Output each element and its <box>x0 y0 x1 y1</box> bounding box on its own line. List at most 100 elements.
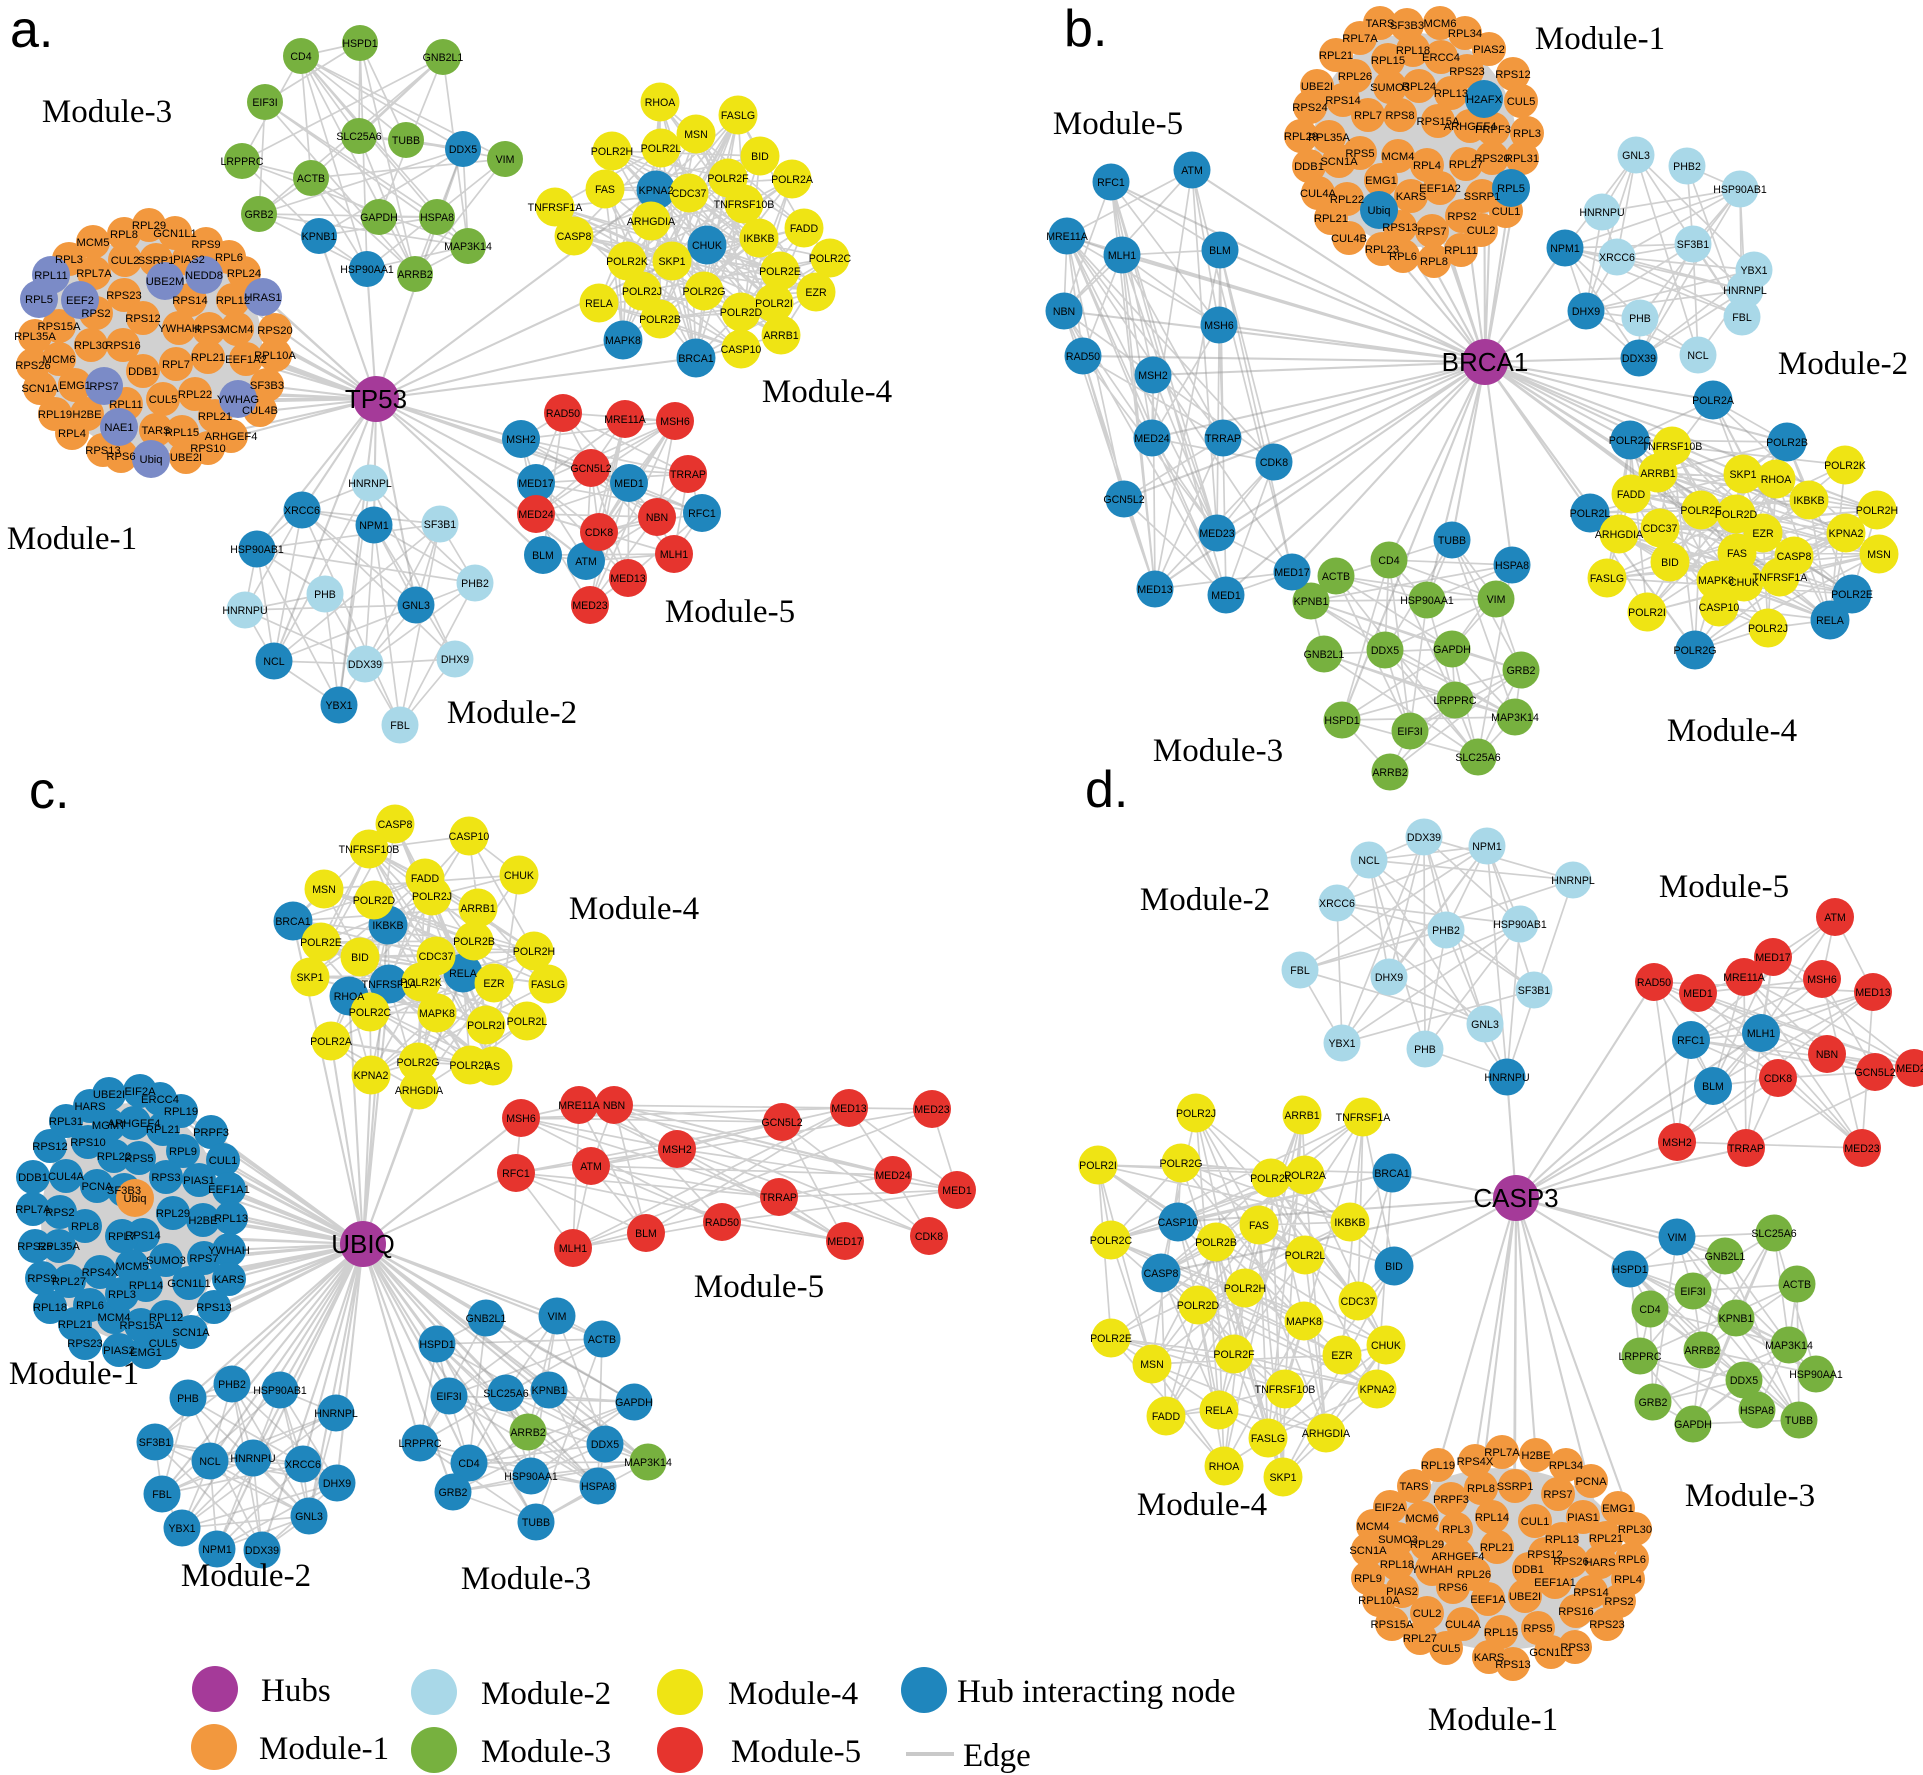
svg-text:DDB1: DDB1 <box>18 1172 48 1184</box>
svg-text:PIAS1: PIAS1 <box>183 1175 215 1187</box>
svg-text:SSRP1: SSRP1 <box>1497 1481 1534 1493</box>
svg-text:POLR2A: POLR2A <box>1284 1170 1327 1182</box>
svg-text:MED17: MED17 <box>1755 952 1790 964</box>
svg-text:PIAS2: PIAS2 <box>103 1345 135 1357</box>
svg-text:RPL29: RPL29 <box>132 220 166 232</box>
svg-text:POLR2F: POLR2F <box>707 173 749 185</box>
svg-text:POLR2B: POLR2B <box>1195 1237 1237 1249</box>
svg-text:RPL8: RPL8 <box>1467 1483 1495 1495</box>
svg-text:MLH1: MLH1 <box>1747 1028 1775 1040</box>
svg-text:GRB2: GRB2 <box>1507 665 1536 677</box>
svg-text:KPNA2: KPNA2 <box>1360 1384 1395 1396</box>
svg-text:RPS3: RPS3 <box>1560 1642 1589 1654</box>
svg-text:RHOA: RHOA <box>645 97 677 109</box>
svg-text:RPS13: RPS13 <box>85 445 120 457</box>
svg-text:CDK8: CDK8 <box>1764 1073 1792 1085</box>
svg-text:CUL1: CUL1 <box>1492 206 1521 218</box>
svg-text:GNL3: GNL3 <box>402 600 430 612</box>
svg-text:KPNB1: KPNB1 <box>302 231 337 243</box>
svg-text:RPS23: RPS23 <box>106 290 141 302</box>
svg-text:SKP1: SKP1 <box>1729 469 1756 481</box>
svg-text:HNRNPU: HNRNPU <box>230 1453 275 1465</box>
svg-text:YWHAH: YWHAH <box>208 1245 250 1257</box>
svg-text:RPL15: RPL15 <box>165 427 199 439</box>
svg-text:MED23: MED23 <box>572 600 607 612</box>
svg-text:RPL10A: RPL10A <box>1358 1595 1400 1607</box>
svg-text:EMG1: EMG1 <box>1365 175 1397 187</box>
svg-text:CUL1: CUL1 <box>209 1155 238 1167</box>
svg-text:RPL35A: RPL35A <box>38 1241 80 1253</box>
svg-text:HSP90AB1: HSP90AB1 <box>1713 184 1767 196</box>
svg-text:RPS26: RPS26 <box>17 1241 52 1253</box>
svg-text:NEDD8: NEDD8 <box>185 270 223 282</box>
svg-text:MED1: MED1 <box>614 478 644 490</box>
svg-text:PCNA: PCNA <box>1575 1476 1607 1488</box>
svg-text:RPS2: RPS2 <box>45 1207 74 1219</box>
svg-text:ARRB1: ARRB1 <box>1640 468 1675 480</box>
svg-text:BID: BID <box>351 952 369 964</box>
svg-text:KARS: KARS <box>1474 1652 1504 1664</box>
svg-text:RPL7: RPL7 <box>162 359 190 371</box>
svg-text:LRPPRC: LRPPRC <box>1434 695 1477 707</box>
svg-text:SLC25A6: SLC25A6 <box>483 1388 528 1400</box>
svg-text:RPL18: RPL18 <box>1396 45 1430 57</box>
svg-text:RPS16: RPS16 <box>105 340 140 352</box>
svg-text:NBN: NBN <box>1816 1049 1838 1061</box>
svg-text:GAPDH: GAPDH <box>360 212 398 224</box>
svg-text:RPS26: RPS26 <box>1553 1556 1588 1568</box>
svg-text:BLM: BLM <box>1702 1081 1724 1093</box>
svg-text:H2BE: H2BE <box>1521 1450 1550 1462</box>
svg-text:TUBB: TUBB <box>392 135 420 147</box>
svg-text:POLR2D: POLR2D <box>353 895 396 907</box>
svg-text:DHX9: DHX9 <box>441 654 469 666</box>
svg-text:GRB2: GRB2 <box>439 1487 468 1499</box>
svg-text:BLM: BLM <box>532 550 554 562</box>
svg-text:RPL8: RPL8 <box>71 1221 99 1233</box>
svg-text:NAE1: NAE1 <box>104 422 133 434</box>
svg-text:POLR2H: POLR2H <box>591 146 633 158</box>
svg-text:RPL21: RPL21 <box>1319 50 1353 62</box>
svg-text:KPNB1: KPNB1 <box>1294 596 1329 608</box>
svg-text:TNFRSF1A: TNFRSF1A <box>1336 1112 1392 1124</box>
svg-text:MSH6: MSH6 <box>1204 320 1234 332</box>
svg-text:RPL4: RPL4 <box>1614 1574 1642 1586</box>
svg-text:MSH2: MSH2 <box>1662 1137 1692 1149</box>
svg-text:KPNB1: KPNB1 <box>1719 1313 1754 1325</box>
svg-text:c.: c. <box>29 762 69 820</box>
svg-text:MRE11A: MRE11A <box>1046 231 1089 243</box>
svg-text:TRRAP: TRRAP <box>1205 433 1241 445</box>
svg-text:Module-1: Module-1 <box>9 1356 139 1392</box>
svg-text:CASP10: CASP10 <box>721 344 762 356</box>
svg-text:EZR: EZR <box>805 287 827 299</box>
svg-text:Module-2: Module-2 <box>447 695 577 731</box>
svg-text:SUMO3: SUMO3 <box>1370 82 1410 94</box>
svg-text:POLR2L: POLR2L <box>1570 508 1611 520</box>
svg-text:RPS12: RPS12 <box>125 313 160 325</box>
svg-text:PHB: PHB <box>177 1393 199 1405</box>
svg-text:FASLG: FASLG <box>531 979 565 991</box>
svg-text:MSH6: MSH6 <box>660 416 690 428</box>
svg-text:RPL18: RPL18 <box>33 1302 67 1314</box>
svg-text:POLR2K: POLR2K <box>606 256 648 268</box>
svg-text:MSH2: MSH2 <box>662 1144 692 1156</box>
svg-text:HSP90AB1: HSP90AB1 <box>253 1385 307 1397</box>
svg-text:MED23: MED23 <box>914 1104 949 1116</box>
svg-text:ARHGDIA: ARHGDIA <box>395 1085 444 1097</box>
svg-text:Ubiq: Ubiq <box>123 1193 146 1205</box>
svg-text:EEF1A2: EEF1A2 <box>225 354 267 366</box>
svg-text:HSP90AA1: HSP90AA1 <box>504 1471 558 1483</box>
svg-text:UBE2I: UBE2I <box>170 452 202 464</box>
svg-text:GNL3: GNL3 <box>1622 150 1650 162</box>
svg-text:RPS3: RPS3 <box>194 324 223 336</box>
svg-text:POLR2B: POLR2B <box>453 936 495 948</box>
svg-text:NCL: NCL <box>1687 350 1708 362</box>
svg-text:GNB2L1: GNB2L1 <box>423 52 464 64</box>
svg-text:RPL34: RPL34 <box>1448 28 1482 40</box>
svg-text:RPL7A: RPL7A <box>1342 33 1378 45</box>
svg-text:MSH2: MSH2 <box>506 434 536 446</box>
svg-text:FBL: FBL <box>390 720 410 732</box>
svg-text:RPL22: RPL22 <box>97 1151 131 1163</box>
svg-text:HARS: HARS <box>1584 1557 1615 1569</box>
svg-text:RPS14: RPS14 <box>125 1230 160 1242</box>
svg-text:TNFRSF1A: TNFRSF1A <box>528 202 584 214</box>
